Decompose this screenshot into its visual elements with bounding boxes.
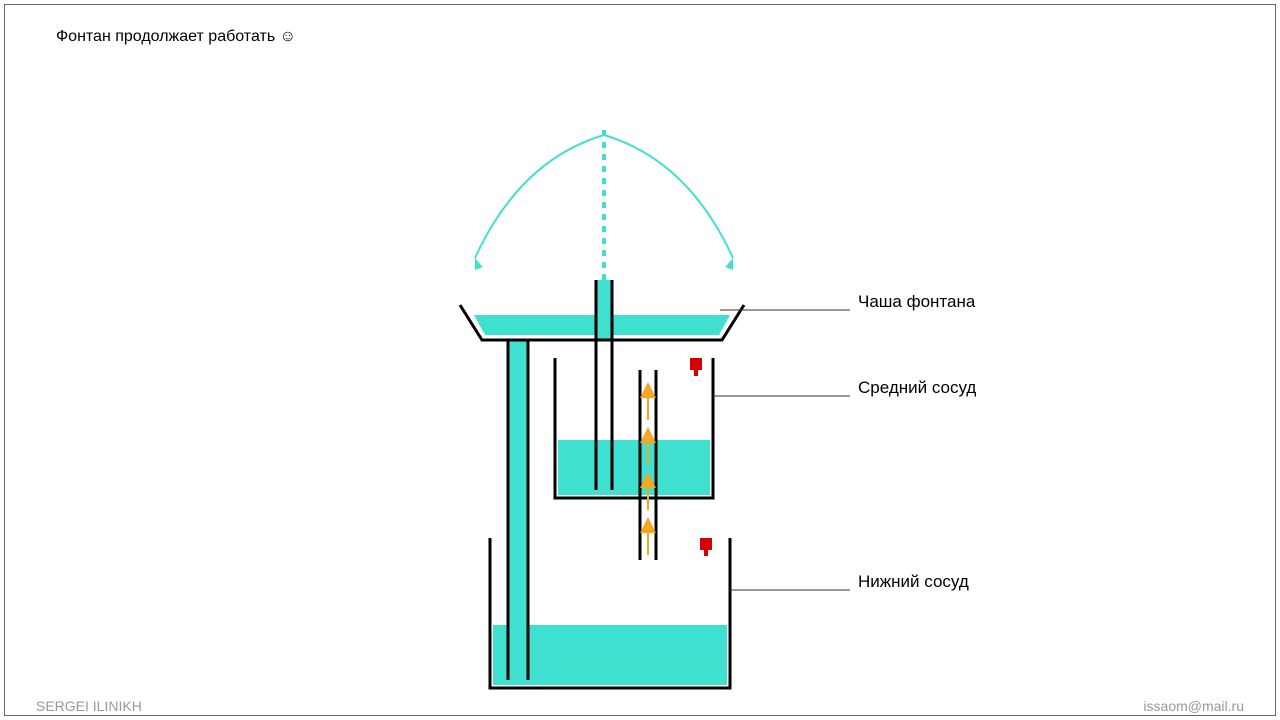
fountain-diagram xyxy=(0,0,1280,720)
